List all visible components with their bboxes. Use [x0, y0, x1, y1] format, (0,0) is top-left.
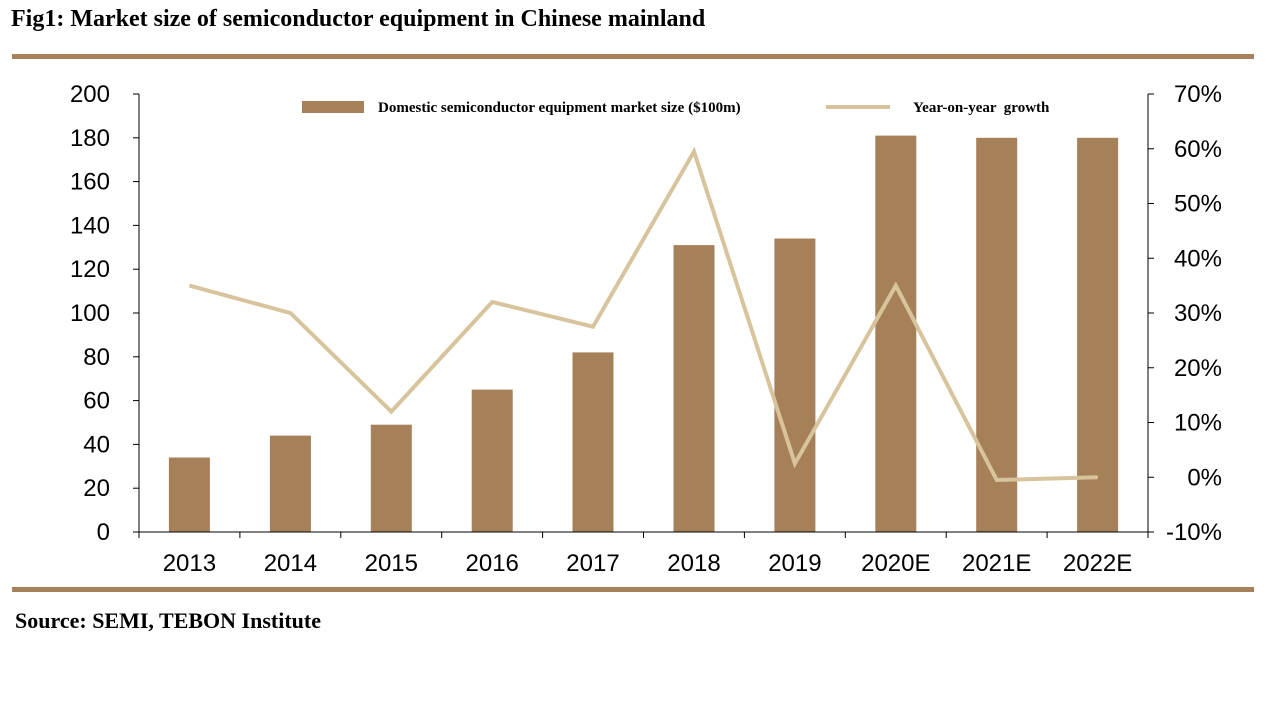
y-left-tick-label-60: 60	[83, 388, 110, 415]
x-tick-label-2022E: 2022E	[1063, 550, 1132, 577]
y-right-tick-label-40: 40%	[1174, 245, 1222, 272]
growth-point-2014	[289, 312, 291, 314]
y-right-tick-label-20: 20%	[1174, 355, 1222, 382]
y-right-tick-label-10: 10%	[1174, 410, 1222, 437]
y-right-tick-label-50: 50%	[1174, 191, 1222, 218]
x-tick-label-2016: 2016	[466, 550, 519, 577]
legend-label-bars: Domestic semiconductor equipment market …	[378, 100, 741, 116]
y-left-tick-label-120: 120	[70, 256, 110, 283]
growth-point-2020E	[895, 285, 897, 287]
bar-2014	[269, 435, 311, 532]
growth-point-2022E	[1097, 476, 1099, 478]
y-right-tick-label-60: 60%	[1174, 136, 1222, 163]
growth-point-2015	[390, 411, 392, 413]
growth-point-2019	[794, 463, 796, 465]
y-left-tick-label-0: 0	[97, 519, 110, 546]
top-rule	[12, 54, 1254, 59]
bar-2021E	[976, 137, 1018, 533]
y-left-tick-label-80: 80	[83, 344, 110, 371]
y-right-tick-label--10: -10%	[1166, 519, 1222, 546]
x-tick-label-2015: 2015	[365, 550, 418, 577]
y-right-tick-label-0: 0%	[1187, 464, 1222, 491]
bar-2018	[673, 245, 715, 532]
growth-point-2013	[188, 285, 190, 287]
y-left-tick-label-140: 140	[70, 212, 110, 239]
x-tick-label-2018: 2018	[667, 550, 720, 577]
bar-2016	[471, 389, 513, 532]
x-tick-label-2019: 2019	[768, 550, 821, 577]
legend-swatch-bars	[302, 101, 364, 113]
bar-2022E	[1077, 137, 1119, 533]
x-axis: 2013 2014 2015 2016 2017 2018 2019 2020E 2021E 20…	[138, 532, 1149, 577]
growth-line	[188, 146, 1098, 483]
legend-label-line: Year-on-year growth	[913, 100, 1050, 116]
x-tick-label-2014: 2014	[264, 550, 317, 577]
legend: Domestic semiconductor equipment market …	[302, 100, 1050, 116]
bar-2020E	[875, 135, 917, 532]
x-tick-label-2021E: 2021E	[962, 550, 1031, 577]
bar-2019	[774, 238, 816, 532]
figure-title: Fig1: Market size of semiconductor equip…	[11, 6, 706, 32]
growth-point-2016	[491, 301, 493, 303]
bar-2015	[370, 424, 412, 532]
growth-point-2018	[693, 151, 695, 152]
y-axis-left: 0 20 40 60 80 100 120 140 160 180 200	[70, 81, 139, 546]
y-left-tick-label-160: 160	[70, 169, 110, 196]
y-left-tick-label-20: 20	[83, 475, 110, 502]
bottom-rule	[12, 587, 1254, 592]
y-left-tick-label-200: 200	[70, 81, 110, 108]
x-tick-label-2017: 2017	[566, 550, 619, 577]
bar-2013	[168, 457, 210, 532]
growth-point-2021E	[996, 479, 998, 481]
y-axis-right: -10% 0% 10% 20% 30% 40% 50% 60% 70%	[1148, 81, 1222, 546]
y-left-tick-label-40: 40	[83, 431, 110, 458]
y-right-tick-label-30: 30%	[1174, 300, 1222, 327]
x-tick-label-2020E: 2020E	[861, 550, 930, 577]
bar-series	[168, 135, 1119, 533]
bar-2017	[572, 352, 614, 532]
x-tick-label-2013: 2013	[163, 550, 216, 577]
line-series	[188, 146, 1099, 483]
y-left-tick-label-100: 100	[70, 300, 110, 327]
y-left-tick-label-180: 180	[70, 125, 110, 152]
y-right-tick-label-70: 70%	[1174, 81, 1222, 108]
source-note: Source: SEMI, TEBON Institute	[15, 608, 322, 633]
growth-point-2017	[592, 326, 594, 328]
